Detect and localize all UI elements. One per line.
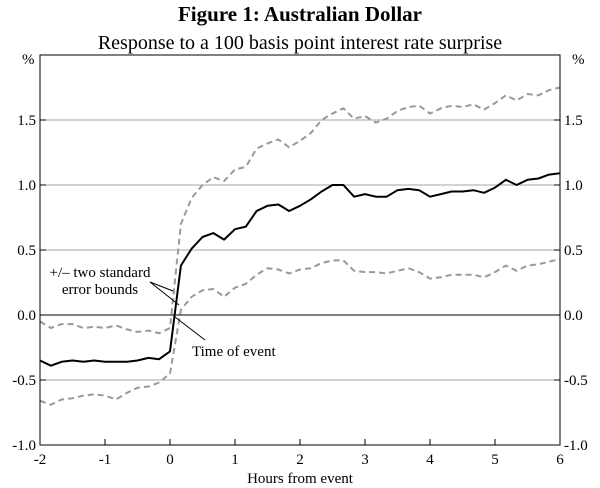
y-tick-label-left: 1.5	[17, 113, 36, 129]
y-tick-label-right: 1.5	[564, 113, 583, 129]
x-tick-label: 0	[166, 452, 174, 468]
x-axis-label: Hours from event	[247, 471, 354, 487]
x-tick-label: 6	[556, 452, 564, 468]
annotation-error-bounds: +/– two standard error bounds	[50, 265, 180, 306]
annotation-error-bounds-line-1: +/– two standard	[50, 265, 151, 281]
series-estimate	[39, 172, 561, 367]
y-tick-label-right: 0.0	[564, 308, 583, 324]
chart-title: Figure 1: Australian Dollar	[178, 2, 422, 26]
y-tick-label-left: -0.5	[12, 373, 36, 389]
x-tick-label: 2	[296, 452, 304, 468]
annotation-arrow-upper	[149, 281, 174, 292]
annotation-arrow-lower	[149, 281, 180, 306]
x-tick-label: 4	[426, 452, 434, 468]
annotation-arrow-event	[174, 316, 206, 341]
y-tick-label-right: -0.5	[564, 373, 588, 389]
x-tick-label: -1	[99, 452, 112, 468]
annotation-error-bounds-line-2: error bounds	[62, 282, 138, 298]
x-tick-label: 1	[231, 452, 239, 468]
annotation-time-of-event: Time of event	[174, 316, 276, 360]
y-tick-label-right: 0.5	[564, 243, 583, 259]
y-tick-label-left: 1.0	[17, 178, 36, 194]
y-tick-label-left: 0.0	[17, 308, 36, 324]
chart-subtitle: Response to a 100 basis point interest r…	[98, 32, 502, 54]
annotation-time-of-event-text: Time of event	[192, 344, 276, 360]
y-tick-label-right: -1.0	[564, 438, 588, 454]
series-upper-bound	[39, 86, 561, 335]
x-tick-label: 3	[361, 452, 369, 468]
y-tick-label-left: -1.0	[12, 438, 36, 454]
y-tick-label-right: 1.0	[564, 178, 583, 194]
x-tick-label: 5	[491, 452, 499, 468]
gridlines	[40, 119, 560, 381]
series-layer	[39, 86, 561, 406]
left-unit-label: %	[22, 52, 35, 68]
y-tick-label-left: 0.5	[17, 243, 36, 259]
x-tick-label: -2	[34, 452, 47, 468]
series-lower-bound	[39, 258, 561, 406]
right-unit-label: %	[572, 52, 585, 68]
tick-layer: -2 -1 0 1 2 3 4 5 6-1.0 -1.0-0.5 -0.50.0 0.00.5 0.51…	[12, 113, 588, 468]
